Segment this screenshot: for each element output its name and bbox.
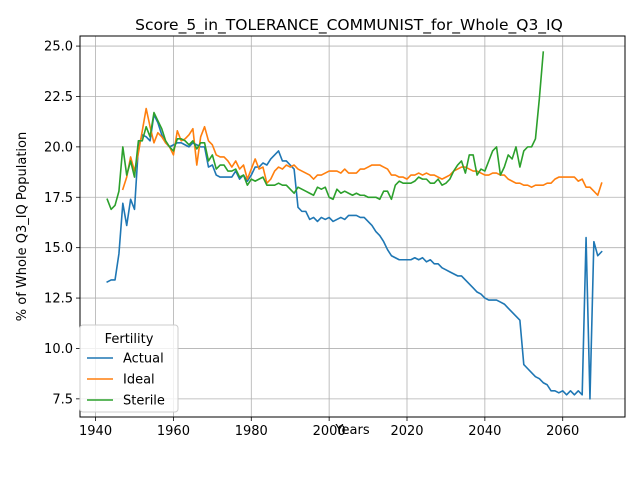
y-tick-label: 20.0 xyxy=(44,140,73,155)
y-tick-label: 25.0 xyxy=(44,40,73,55)
y-axis-title: % of Whole Q3_IQ Population xyxy=(15,132,30,321)
series-line-actual xyxy=(106,113,603,400)
y-tick-label: 15.0 xyxy=(44,241,73,256)
y-tick-label: 7.5 xyxy=(52,392,73,407)
y-tick-label: 10.0 xyxy=(44,342,73,357)
y-tick-label: 12.5 xyxy=(44,292,73,307)
series-lines xyxy=(106,51,603,400)
x-tick-label: 1940 xyxy=(79,424,112,439)
legend-label-actual: Actual xyxy=(123,352,164,367)
legend-label-ideal: Ideal xyxy=(123,373,155,388)
x-tick-label: 2000 xyxy=(313,424,346,439)
x-axis-ticks: 1940 1960 1980 2000 2020 2040 2060 xyxy=(79,417,579,439)
x-tick-label: 2020 xyxy=(390,424,423,439)
x-tick-label: 1980 xyxy=(235,424,268,439)
legend-box xyxy=(79,324,179,413)
x-tick-label: 1960 xyxy=(157,424,190,439)
x-axis-title: Years xyxy=(334,423,370,438)
legend-entries: Actual Ideal Sterile xyxy=(87,352,165,409)
y-tick-label: 22.5 xyxy=(44,90,73,105)
legend-label-sterile: Sterile xyxy=(123,394,165,409)
y-tick-label: 17.5 xyxy=(44,191,73,206)
y-axis-ticks: 7.5 10.0 12.5 15.0 17.5 20.0 22.5 25.0 xyxy=(44,40,80,407)
chart-title: Score_5_in_TOLERANCE_COMMUNIST_for_Whole… xyxy=(135,16,563,35)
series-line-sterile xyxy=(106,51,545,211)
legend-title: Fertility xyxy=(105,332,154,347)
series-line-ideal xyxy=(121,107,603,197)
plot-frame xyxy=(79,35,626,418)
x-tick-label: 2060 xyxy=(546,424,579,439)
legend: Fertility Actual Ideal Sterile xyxy=(79,324,179,413)
x-tick-label: 2040 xyxy=(468,424,501,439)
